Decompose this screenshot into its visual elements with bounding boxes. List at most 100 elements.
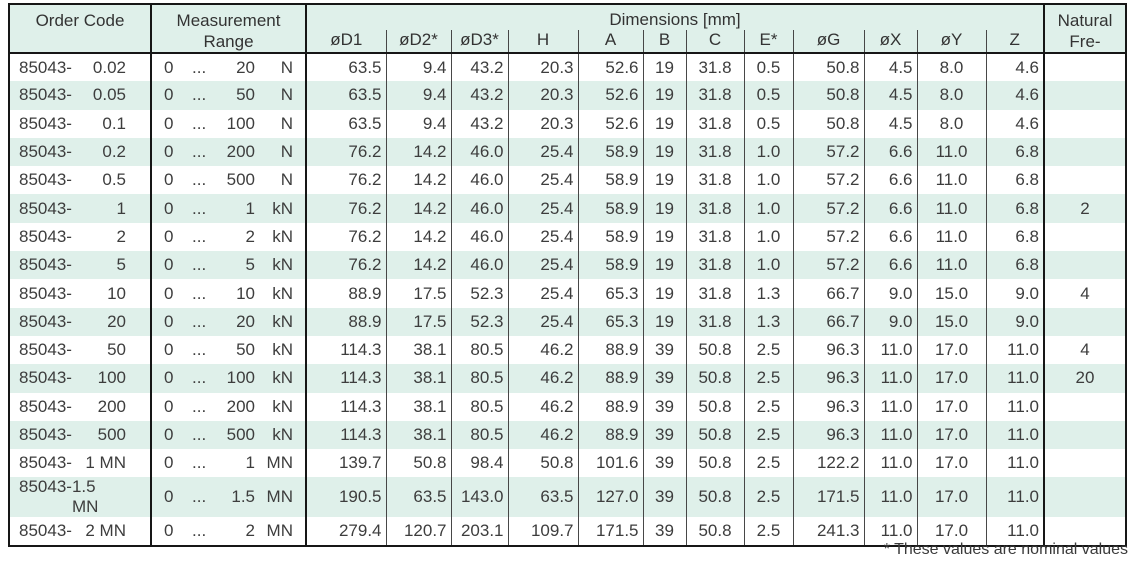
cell-d3: 46.0 bbox=[451, 166, 509, 195]
cell-order-code: 85043- 100 bbox=[9, 364, 152, 393]
range-start: 0 bbox=[164, 396, 174, 416]
col-header-natural-frequency: Natural Fre- bbox=[1044, 4, 1126, 54]
cell-b: 19 bbox=[643, 166, 687, 195]
order-code-value: 0.1 bbox=[102, 113, 126, 133]
cell-e: 1.3 bbox=[744, 279, 794, 308]
order-code-value: 100 bbox=[97, 368, 126, 388]
cell-h: 25.4 bbox=[508, 279, 579, 308]
range-end: 200 bbox=[226, 396, 255, 416]
cell-b: 39 bbox=[643, 392, 687, 421]
cell-g: 57.2 bbox=[793, 251, 865, 280]
cell-g: 96.3 bbox=[793, 335, 865, 365]
cell-x: 6.6 bbox=[864, 137, 918, 167]
cell-g: 50.8 bbox=[793, 81, 865, 110]
order-code-prefix: 85043- bbox=[19, 311, 72, 331]
range-separator: ... bbox=[192, 142, 207, 162]
cell-d3: 80.5 bbox=[451, 420, 509, 450]
order-code-content: 85043- 5 bbox=[10, 255, 150, 275]
cell-c: 31.8 bbox=[686, 109, 745, 138]
cell-d1: 76.2 bbox=[306, 166, 387, 195]
cell-order-code: 85043- 200 bbox=[9, 392, 152, 421]
range-end: 20 bbox=[236, 57, 255, 77]
range-start: 0 bbox=[164, 57, 174, 77]
cell-measurement-range: 0... 1 MN bbox=[151, 449, 307, 478]
order-code-prefix: 85043- bbox=[19, 57, 72, 77]
cell-measurement-range: 0... 50 N bbox=[151, 81, 307, 110]
range-start: 0 bbox=[164, 368, 174, 388]
cell-x: 4.5 bbox=[864, 53, 918, 82]
cell-d2: 14.2 bbox=[386, 251, 452, 280]
table-row: 85043- 1 MN 0... 1 MN 139.7 50.8 98.4 50.8 101.6 3… bbox=[9, 449, 1126, 478]
cell-c: 31.8 bbox=[686, 166, 745, 195]
measurement-range-content: 0... 500 kN bbox=[152, 425, 305, 445]
col-header-g: øG bbox=[793, 30, 865, 54]
cell-d2: 38.1 bbox=[386, 392, 452, 421]
cell-e: 2.5 bbox=[744, 364, 794, 393]
cell-z: 4.6 bbox=[986, 81, 1045, 110]
cell-d3: 43.2 bbox=[451, 109, 509, 138]
order-code-prefix: 85043- bbox=[19, 521, 72, 541]
cell-order-code: 85043- 0.1 bbox=[9, 109, 152, 138]
range-separator: ... bbox=[192, 57, 207, 77]
cell-z: 11.0 bbox=[986, 335, 1045, 365]
cell-d2: 9.4 bbox=[386, 109, 452, 138]
order-code-value: 200 bbox=[97, 396, 126, 416]
range-start: 0 bbox=[164, 521, 174, 541]
cell-natural-frequency bbox=[1044, 449, 1126, 477]
cell-h: 25.4 bbox=[508, 307, 579, 336]
cell-b: 19 bbox=[643, 137, 687, 167]
cell-a: 101.6 bbox=[578, 449, 644, 478]
cell-h: 46.2 bbox=[508, 364, 579, 393]
cell-z: 6.8 bbox=[986, 166, 1045, 195]
cell-measurement-range: 0... 100 kN bbox=[151, 364, 307, 393]
range-end: 100 bbox=[226, 113, 255, 133]
cell-d2: 38.1 bbox=[386, 335, 452, 365]
cell-e: 0.5 bbox=[744, 81, 794, 110]
cell-a: 52.6 bbox=[578, 53, 644, 82]
cell-b: 19 bbox=[643, 109, 687, 138]
order-code-content: 85043- 2 bbox=[10, 227, 150, 247]
table-row: 85043- 1 0... 1 kN 76.2 14.2 46.0 25.4 58.9 19 31.8… bbox=[9, 194, 1126, 223]
cell-g: 50.8 bbox=[793, 109, 865, 138]
cell-a: 58.9 bbox=[578, 166, 644, 195]
cell-order-code: 85043- 500 bbox=[9, 420, 152, 450]
cell-d3: 143.0 bbox=[451, 477, 509, 518]
range-separator: ... bbox=[192, 226, 207, 246]
table-row: 85043- 50 0... 50 kN 114.3 38.1 80.5 46.2 88.9 39 5… bbox=[9, 335, 1126, 365]
cell-d3: 52.3 bbox=[451, 279, 509, 308]
range-start: 0 bbox=[164, 226, 174, 246]
cell-natural-frequency: 20 bbox=[1044, 364, 1126, 393]
table-row: 85043- 5 0... 5 kN 76.2 14.2 46.0 25.4 58.9 19 31.8… bbox=[9, 251, 1126, 280]
cell-h: 46.2 bbox=[508, 420, 579, 450]
cell-measurement-range: 0... 10 kN bbox=[151, 279, 307, 308]
range-unit: kN bbox=[272, 255, 293, 275]
table-row: 85043- 100 0... 100 kN 114.3 38.1 80.5 46.2 88.9 3… bbox=[9, 364, 1126, 393]
range-unit: N bbox=[280, 113, 293, 133]
order-code-content: 85043- 1 MN bbox=[10, 453, 150, 473]
footnote: * These values are nominal values bbox=[883, 541, 1128, 558]
spec-table: Order Code Measurement Range Dimensions … bbox=[8, 3, 1127, 547]
table-row: 85043- 10 0... 10 kN 88.9 17.5 52.3 25.4 65.3 19 31… bbox=[9, 279, 1126, 308]
cell-d3: 46.0 bbox=[451, 222, 509, 252]
cell-x: 6.6 bbox=[864, 222, 918, 252]
cell-x: 6.6 bbox=[864, 251, 918, 280]
cell-d1: 63.5 bbox=[306, 109, 387, 138]
cell-z: 9.0 bbox=[986, 279, 1045, 308]
range-unit: kN bbox=[272, 396, 293, 416]
cell-z: 11.0 bbox=[986, 449, 1045, 478]
cell-d1: 279.4 bbox=[306, 517, 387, 546]
cell-h: 20.3 bbox=[508, 53, 579, 82]
range-unit: MN bbox=[266, 521, 293, 541]
range-unit: MN bbox=[266, 453, 293, 473]
cell-d3: 46.0 bbox=[451, 137, 509, 167]
range-unit: MN bbox=[266, 487, 293, 507]
order-code-prefix: 85043- bbox=[19, 142, 72, 162]
cell-b: 19 bbox=[643, 222, 687, 252]
range-end: 50 bbox=[236, 340, 255, 360]
cell-natural-frequency bbox=[1044, 393, 1126, 421]
cell-a: 127.0 bbox=[578, 477, 644, 518]
order-code-content: 85043- 500 bbox=[10, 425, 150, 445]
cell-e: 2.5 bbox=[744, 449, 794, 478]
cell-z: 11.0 bbox=[986, 517, 1045, 546]
range-end: 2 bbox=[245, 226, 255, 246]
